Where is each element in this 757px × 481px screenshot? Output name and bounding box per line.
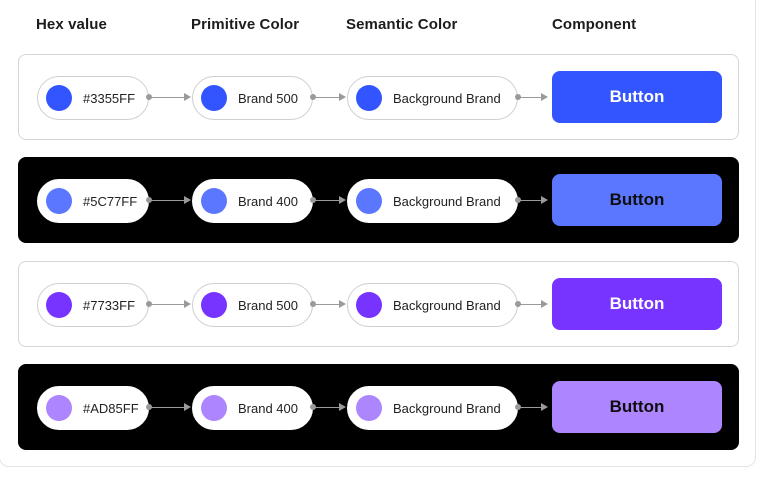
token-row: #5C77FF Brand 400 Background Brand Butto…: [18, 157, 739, 243]
hex-value-pill: #3355FF: [37, 76, 149, 120]
connector-arrow: [146, 93, 191, 101]
primitive-color-label: Brand 500: [238, 297, 298, 313]
primitive-color-pill: Brand 500: [192, 283, 313, 327]
connector-arrow: [310, 196, 346, 204]
primitive-color-label: Brand 400: [238, 193, 298, 209]
connector-arrow: [515, 300, 548, 308]
hex-value-pill: #7733FF: [37, 283, 149, 327]
primitive-color-label: Brand 400: [238, 400, 298, 416]
connector-arrow: [515, 93, 548, 101]
color-swatch: [356, 188, 382, 214]
header-hex-value: Hex value: [36, 16, 107, 33]
header-primitive-color: Primitive Color: [191, 16, 300, 33]
connector-arrow: [146, 196, 191, 204]
semantic-color-label: Background Brand: [393, 400, 501, 416]
component-button[interactable]: Button: [552, 278, 722, 330]
color-swatch: [201, 85, 227, 111]
semantic-color-label: Background Brand: [393, 297, 501, 313]
component-button[interactable]: Button: [552, 174, 722, 226]
connector-arrow: [310, 300, 346, 308]
hex-value-label: #7733FF: [83, 297, 136, 313]
semantic-color-label: Background Brand: [393, 193, 501, 209]
hex-value-pill: #5C77FF: [37, 179, 149, 223]
primitive-color-label: Brand 500: [238, 90, 298, 106]
hex-value-pill: #AD85FF: [37, 386, 149, 430]
hex-value-label: #3355FF: [83, 90, 136, 106]
primitive-color-pill: Brand 400: [192, 386, 313, 430]
color-swatch: [46, 188, 72, 214]
connector-arrow: [515, 403, 548, 411]
color-swatch: [356, 85, 382, 111]
semantic-color-pill: Background Brand: [347, 283, 518, 327]
color-swatch: [201, 188, 227, 214]
semantic-color-pill: Background Brand: [347, 76, 518, 120]
connector-arrow: [310, 403, 346, 411]
component-button[interactable]: Button: [552, 71, 722, 123]
column-headers: Hex value Primitive Color Semantic Color…: [0, 16, 757, 36]
component-button[interactable]: Button: [552, 381, 722, 433]
color-swatch: [46, 395, 72, 421]
header-component: Component: [552, 16, 637, 33]
hex-value-label: #AD85FF: [83, 400, 139, 416]
color-swatch: [356, 292, 382, 318]
connector-arrow: [146, 300, 191, 308]
primitive-color-pill: Brand 500: [192, 76, 313, 120]
color-swatch: [46, 292, 72, 318]
connector-arrow: [310, 93, 346, 101]
connector-arrow: [515, 196, 548, 204]
color-swatch: [201, 292, 227, 318]
color-swatch: [201, 395, 227, 421]
token-row: #3355FF Brand 500 Background Brand Butto…: [18, 54, 739, 140]
semantic-color-pill: Background Brand: [347, 179, 518, 223]
color-swatch: [46, 85, 72, 111]
primitive-color-pill: Brand 400: [192, 179, 313, 223]
header-semantic-color: Semantic Color: [346, 16, 458, 33]
semantic-color-label: Background Brand: [393, 90, 501, 106]
token-row: #7733FF Brand 500 Background Brand Butto…: [18, 261, 739, 347]
semantic-color-pill: Background Brand: [347, 386, 518, 430]
connector-arrow: [146, 403, 191, 411]
token-row: #AD85FF Brand 400 Background Brand Butto…: [18, 364, 739, 450]
color-swatch: [356, 395, 382, 421]
hex-value-label: #5C77FF: [83, 193, 138, 209]
